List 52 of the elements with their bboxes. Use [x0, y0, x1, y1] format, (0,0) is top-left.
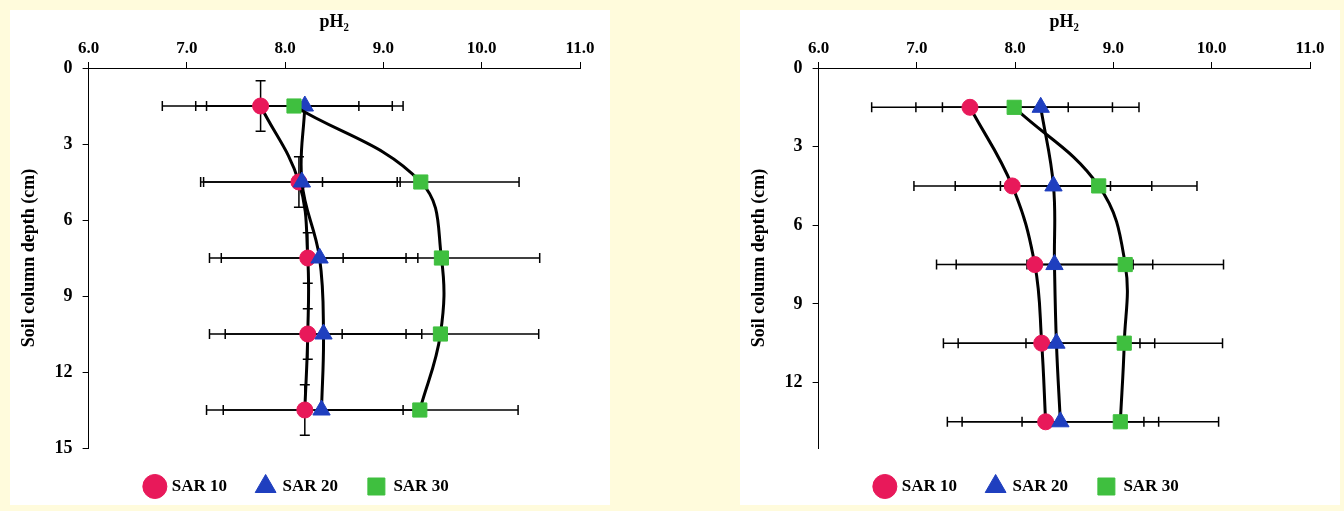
y-tick-label: 0: [63, 56, 73, 77]
y-tick-label: 15: [54, 436, 73, 457]
y-axis-title: Soil column depth (cm): [748, 168, 770, 348]
y-tick-label: 6: [63, 208, 73, 229]
legend-label: SAR 10: [171, 475, 228, 495]
x-tick-label: 11.0: [565, 38, 595, 58]
point: [1117, 256, 1133, 273]
x-tick-label: 9.0: [1102, 38, 1125, 58]
x-axis-title: pH₂: [1049, 11, 1080, 32]
point: [296, 401, 314, 419]
legend-label: SAR 30: [393, 475, 449, 495]
point: [1006, 99, 1022, 115]
legend-label: SAR 20: [282, 475, 338, 495]
point: [286, 98, 302, 114]
x-tick-label: 6.0: [77, 38, 100, 58]
point: [1033, 334, 1051, 352]
point: [299, 325, 317, 343]
y-tick-label: 12: [784, 371, 803, 392]
y-axis-title: Soil column depth (cm): [18, 168, 40, 348]
x-tick-label: 10.0: [466, 38, 497, 58]
point: [1003, 177, 1021, 195]
point: [412, 402, 428, 418]
point: [413, 174, 429, 190]
point: [1112, 414, 1128, 430]
legend-label: SAR 30: [1123, 475, 1179, 495]
y-tick-label: 6: [793, 213, 803, 234]
point: [1026, 256, 1044, 274]
point: [252, 97, 270, 115]
point: [1037, 413, 1055, 431]
point: [1116, 335, 1132, 351]
x-tick-label: 10.0: [1196, 38, 1227, 58]
point: [432, 326, 449, 342]
x-tick-label: 7.0: [176, 38, 198, 58]
legend-label: SAR 10: [901, 475, 958, 495]
x-tick-label: 6.0: [807, 38, 830, 58]
y-tick-label: 3: [793, 135, 803, 156]
y-tick-label: 9: [793, 292, 803, 313]
point: [1091, 178, 1107, 194]
x-axis-title: pH₂: [319, 11, 350, 32]
point: [1045, 254, 1064, 271]
x-tick-label: 8.0: [274, 38, 296, 58]
x-tick-label: 7.0: [906, 38, 928, 58]
x-tick-label: 9.0: [372, 38, 395, 58]
point: [961, 98, 979, 116]
y-tick-label: 3: [63, 132, 73, 153]
y-tick-label: 0: [793, 56, 803, 77]
x-tick-label: 8.0: [1004, 38, 1026, 58]
y-tick-label: 9: [63, 284, 73, 305]
legend-label: SAR 20: [1012, 475, 1068, 495]
point: [433, 250, 449, 266]
x-tick-label: 11.0: [1295, 38, 1325, 58]
y-tick-label: 12: [54, 360, 73, 381]
